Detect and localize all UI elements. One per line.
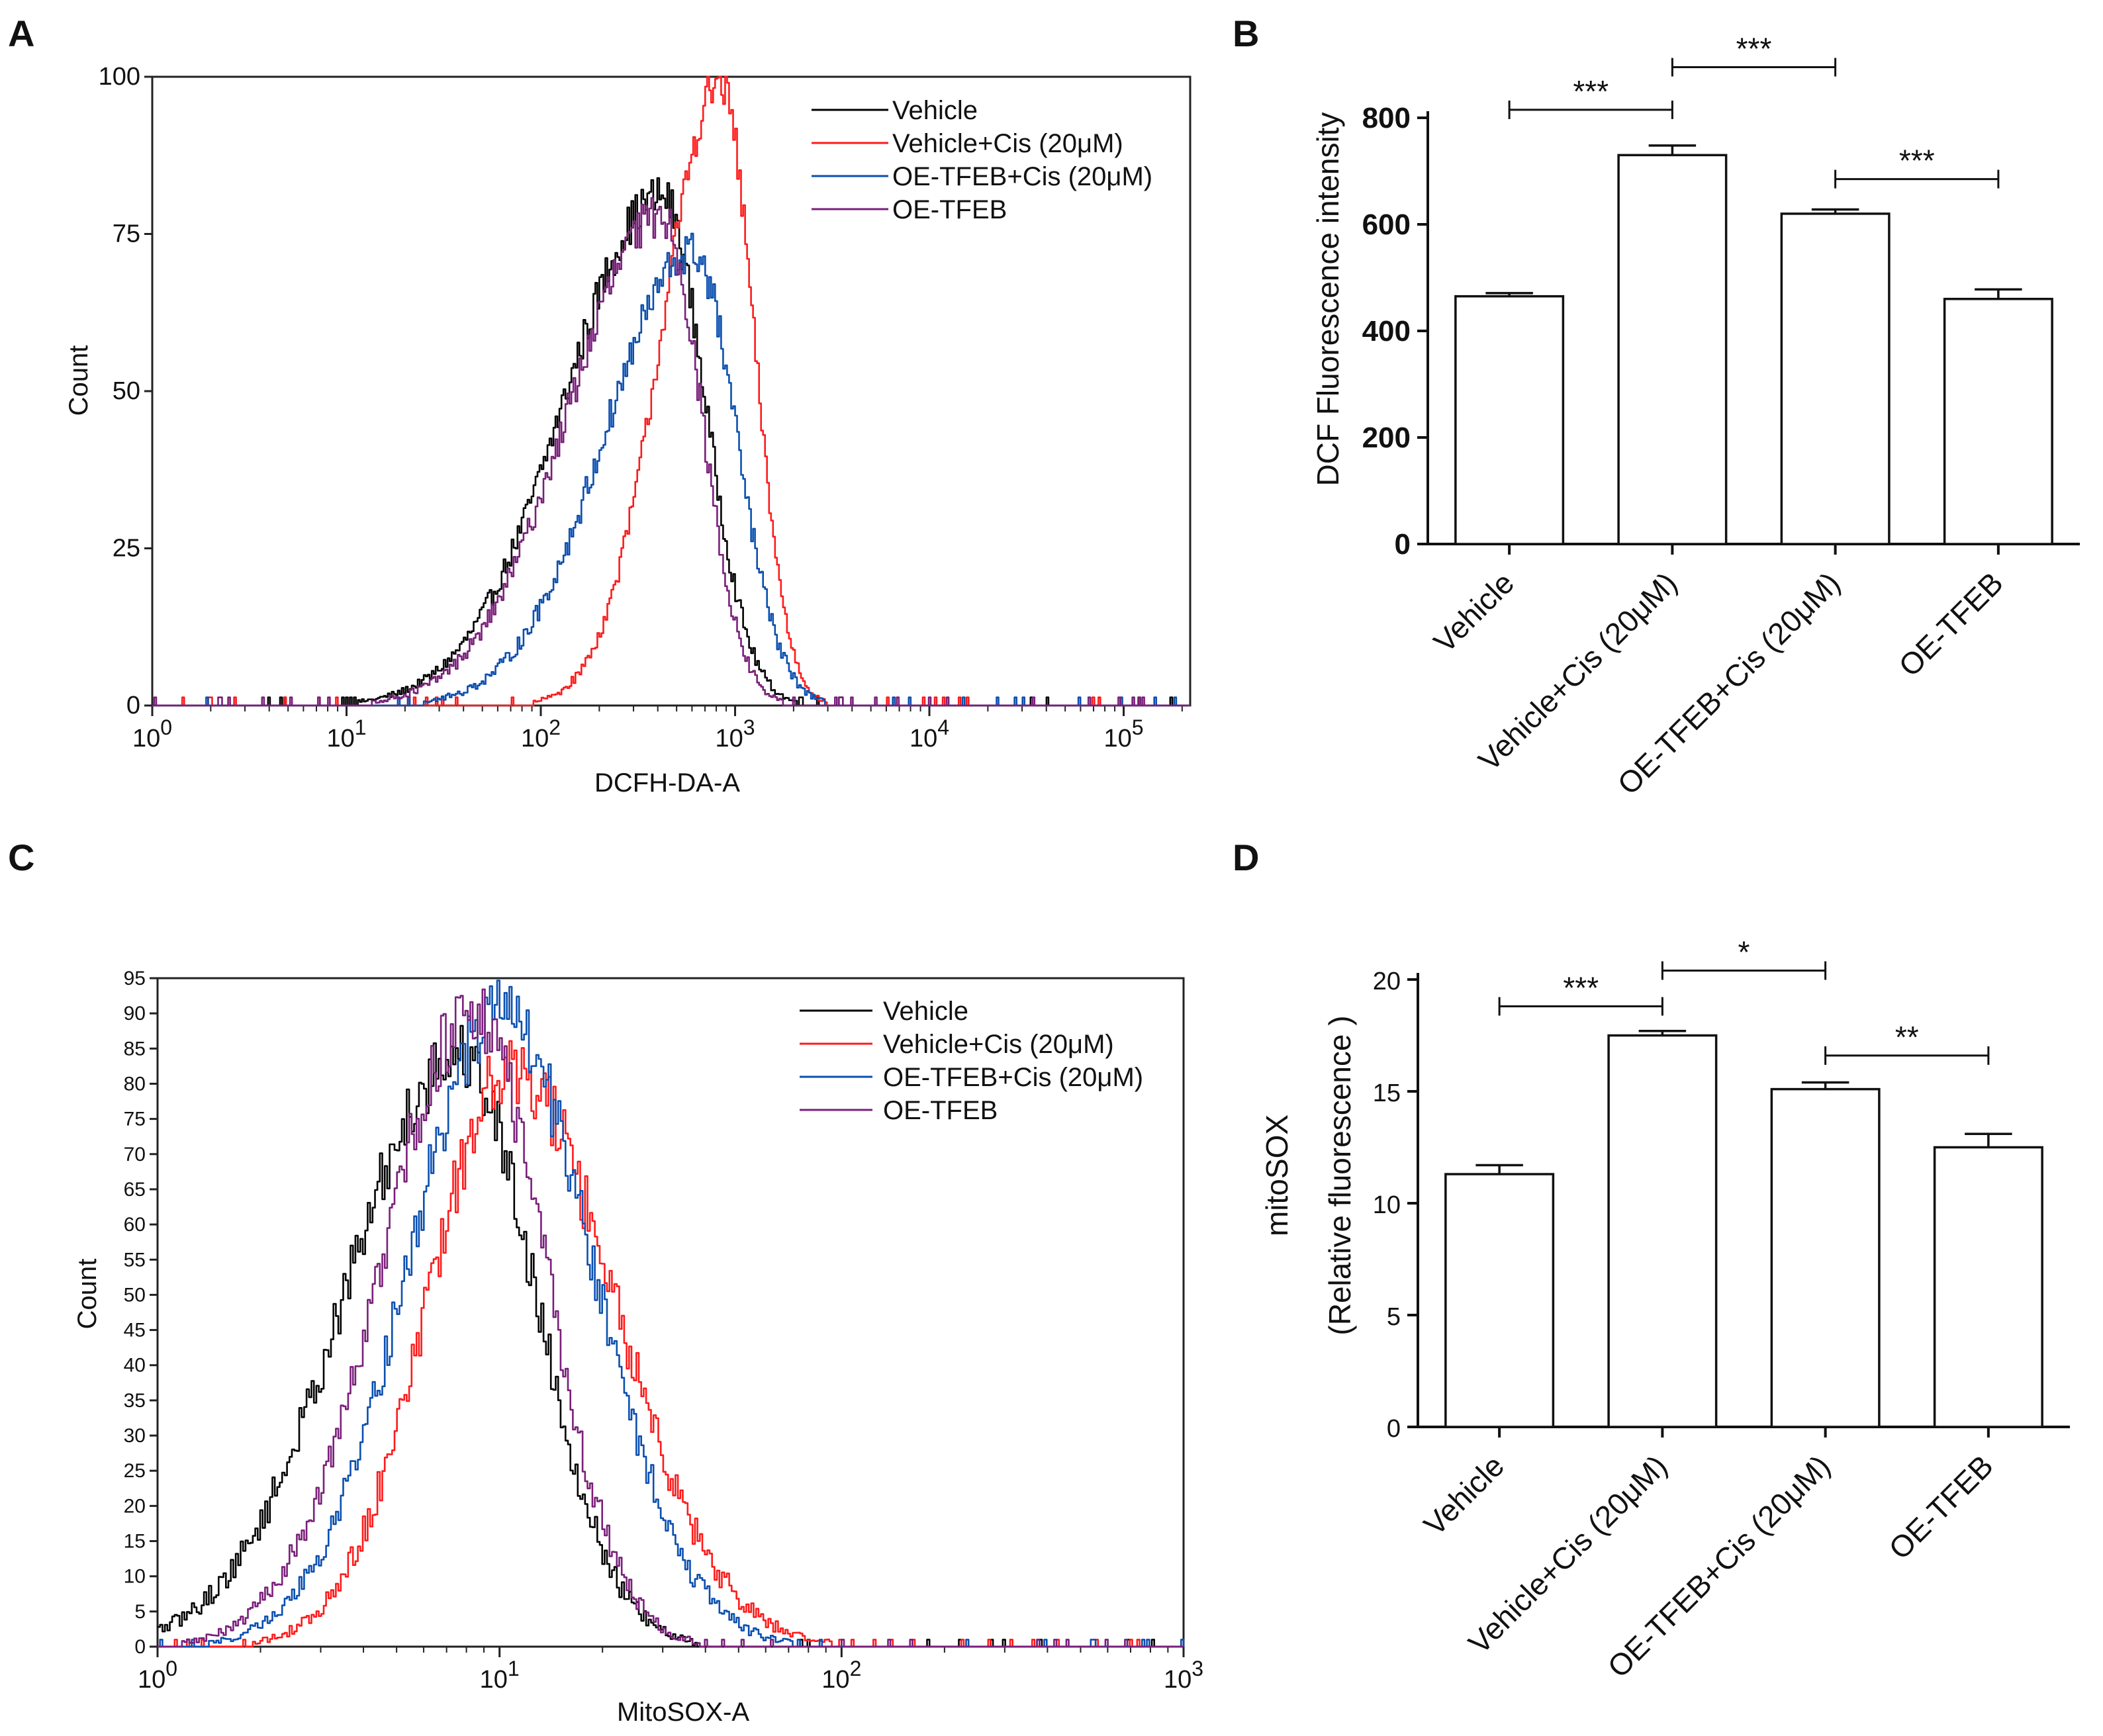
panel-letter-b: B	[1233, 13, 1259, 54]
chart-c-xtick-3: 103	[1164, 1657, 1203, 1694]
chart-d-sig-label-0: ***	[1563, 971, 1599, 1005]
chart-a-ytick-3: 75	[113, 220, 140, 248]
chart-d-ytick-2: 10	[1373, 1191, 1401, 1219]
chart-d-category-0: Vehicle	[1417, 1448, 1511, 1542]
chart-b-sig-label-1: ***	[1736, 32, 1772, 66]
chart-d-y-label: mitoSOX	[1260, 1115, 1294, 1236]
chart-c-ytick-15: 75	[124, 1109, 146, 1130]
chart-c: 0 5 10 15 20 25 30 35 40 45 50 55 60 65 70 75 80 85 90 95 1…	[73, 968, 1203, 1727]
chart-c-ytick-5: 25	[124, 1460, 146, 1482]
chart-b-sig-label-2: ***	[1899, 144, 1935, 178]
chart-a-ytick-2: 50	[113, 377, 140, 405]
chart-b-ytick-3: 600	[1362, 208, 1411, 241]
chart-a-xtick-0: 100	[132, 715, 172, 753]
chart-a: 0 25 50 75 100 100 101 102 103 104 105 Count DCFH…	[64, 63, 1192, 798]
chart-c-ytick-1: 5	[134, 1601, 146, 1623]
chart-c-series-3	[158, 988, 1184, 1648]
chart-c-ytick-18: 90	[124, 1003, 146, 1025]
chart-b-bar-3	[1943, 297, 2053, 545]
chart-c-ytick-8: 40	[124, 1355, 146, 1377]
chart-c-ytick-4: 20	[124, 1495, 146, 1517]
chart-c-legend-label-1: Vehicle+Cis (20μM)	[883, 1030, 1114, 1059]
chart-c-ytick-0: 0	[134, 1636, 146, 1658]
chart-c-legend-label-3: OE-TFEB	[883, 1096, 998, 1125]
chart-d-sig-label-1: *	[1738, 935, 1750, 969]
chart-a-x-label: DCFH-DA-A	[594, 768, 740, 798]
chart-d-bar-2	[1770, 1087, 1881, 1428]
chart-a-legend-label-3: OE-TFEB	[892, 195, 1007, 224]
chart-a-legend-label-1: Vehicle+Cis (20μM)	[892, 129, 1123, 158]
chart-b-ytick-1: 200	[1362, 422, 1411, 454]
chart-c-frame	[156, 977, 1185, 1648]
chart-c-y-label: Count	[73, 1259, 102, 1330]
chart-c-ytick-13: 65	[124, 1179, 146, 1201]
chart-c-ytick-16: 80	[124, 1073, 146, 1095]
chart-c-legend-label-2: OE-TFEB+Cis (20μM)	[883, 1063, 1143, 1092]
chart-b-ytick-2: 400	[1362, 315, 1411, 347]
chart-a-xtick-5: 105	[1103, 715, 1143, 753]
chart-a-xtick-4: 104	[910, 715, 949, 753]
chart-c-legend-label-0: Vehicle	[883, 997, 968, 1026]
chart-c-ytick-6: 30	[124, 1425, 146, 1447]
chart-d-ytick-0: 0	[1387, 1415, 1401, 1443]
chart-c-series-0	[158, 1025, 1184, 1648]
chart-c-ytick-14: 70	[124, 1144, 146, 1165]
chart-c-xtick-0: 100	[138, 1657, 177, 1694]
chart-b-bar-0	[1454, 295, 1565, 545]
chart-b-bar-2	[1780, 212, 1891, 545]
chart-a-legend-label-0: Vehicle	[892, 96, 978, 125]
chart-d-ytick-4: 20	[1373, 968, 1401, 995]
chart-c-ytick-7: 35	[124, 1390, 146, 1412]
chart-a-xtick-1: 101	[326, 715, 366, 753]
chart-a-y-label: Count	[64, 345, 93, 416]
chart-b-category-3: OE-TFEB	[1892, 565, 2010, 683]
chart-a-ytick-4: 100	[99, 63, 140, 91]
chart-a-xtick-2: 102	[521, 715, 561, 753]
chart-d-bar-0	[1444, 1173, 1555, 1428]
panel-letter-a: A	[8, 13, 34, 54]
chart-c-ytick-12: 60	[124, 1214, 146, 1236]
chart-c-xtick-1: 101	[480, 1657, 520, 1694]
chart-b-ytick-0: 0	[1395, 528, 1411, 561]
chart-a-series-2	[152, 232, 1190, 707]
chart-b-category-0: Vehicle	[1427, 565, 1521, 659]
panel-letter-c: C	[8, 837, 34, 878]
chart-a-series-3	[152, 197, 1190, 707]
chart-d-sig-label-2: **	[1895, 1020, 1919, 1054]
chart-d-ytick-3: 15	[1373, 1079, 1401, 1107]
chart-a-xtick-3: 103	[715, 715, 755, 753]
chart-c-ytick-3: 15	[124, 1531, 146, 1553]
chart-b-ytick-4: 800	[1362, 102, 1411, 134]
chart-c-ytick-19: 95	[124, 968, 146, 989]
chart-d-category-3: OE-TFEB	[1882, 1448, 2000, 1566]
chart-c-x-label: MitoSOX-A	[617, 1698, 749, 1727]
chart-c-ytick-9: 45	[124, 1320, 146, 1342]
chart-a-ytick-1: 25	[113, 535, 140, 563]
chart-a-ytick-0: 0	[126, 692, 140, 719]
panel-letter-d: D	[1233, 837, 1259, 878]
chart-c-xtick-2: 102	[821, 1657, 861, 1694]
chart-d-bar-3	[1933, 1146, 2043, 1428]
chart-c-ytick-2: 10	[124, 1566, 146, 1588]
chart-c-series-1	[158, 1040, 1184, 1648]
chart-b-sig-label-0: ***	[1573, 74, 1609, 109]
chart-a-legend-label-2: OE-TFEB+Cis (20μM)	[892, 162, 1152, 191]
chart-c-ytick-17: 85	[124, 1038, 146, 1060]
chart-d-y-label-2: (Relative fluorescence )	[1323, 1015, 1357, 1335]
chart-c-ytick-10: 50	[124, 1284, 146, 1306]
chart-d-bar-1	[1607, 1034, 1718, 1428]
chart-c-legend: Vehicle Vehicle+Cis (20μM) OE-TFEB+Cis (…	[800, 997, 1143, 1125]
chart-c-ytick-11: 55	[124, 1249, 146, 1271]
chart-b-bar-1	[1617, 154, 1728, 545]
chart-b-y-label: DCF Fluorescence intensity	[1311, 113, 1345, 486]
chart-d-ytick-1: 5	[1387, 1303, 1401, 1331]
chart-a-legend: Vehicle Vehicle+Cis (20μM) OE-TFEB+Cis (…	[812, 96, 1152, 224]
